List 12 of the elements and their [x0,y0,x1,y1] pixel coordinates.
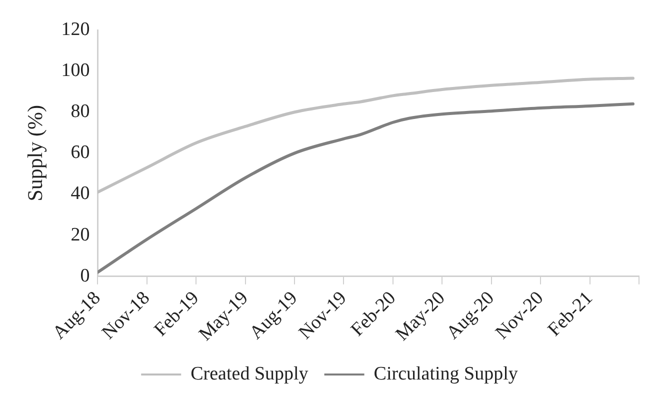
y-axis-title: Supply (%) [23,105,48,202]
line-series [98,76,634,194]
legend-label: Circulating Supply [374,363,518,384]
legend-label: Created Supply [190,363,309,384]
y-tick-label: 60 [70,142,90,164]
y-tick-label: 100 [61,60,90,82]
y-tick-label: 120 [61,18,90,40]
line-series [98,102,634,274]
y-tick-label: 40 [70,183,90,204]
y-tick-label: 0 [80,265,90,286]
y-tick-label: 80 [70,101,90,122]
y-tick-label: 20 [70,224,90,246]
